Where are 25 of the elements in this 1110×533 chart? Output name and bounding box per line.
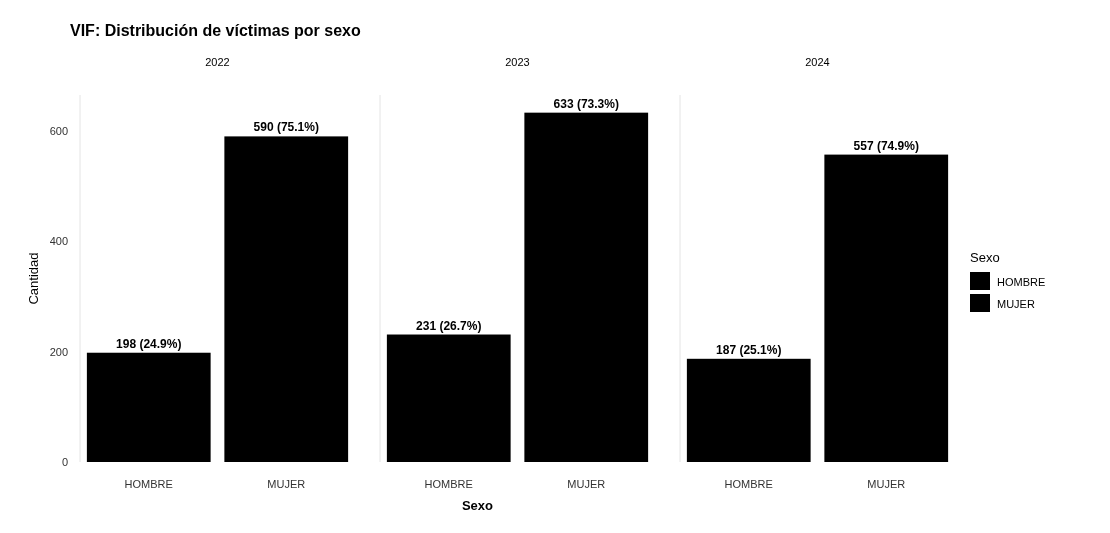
y-tick-label: 600 (49, 124, 68, 137)
x-tick-label: HOMBRE (424, 478, 473, 490)
x-tick-label: MUJER (567, 478, 606, 490)
x-axis-title: Sexo (461, 498, 494, 513)
x-tick-label: HOMBRE (724, 478, 773, 490)
data-label: 557 (74.9%) (853, 138, 919, 153)
x-tick-label: MUJER (867, 478, 906, 490)
chart-title: VIF: Distribución de víctimas por sexo (70, 22, 361, 39)
data-label: 633 (73.3%) (553, 96, 619, 111)
chart-subtitle: 2024 (805, 56, 830, 68)
y-axis-title: Cantidad (26, 252, 41, 305)
chart-subtitle: 2023 (505, 56, 530, 68)
legend-label: MUJER (997, 298, 1035, 310)
y-tick-label: 0 (61, 456, 68, 468)
legend-title: Sexo (970, 250, 1000, 265)
data-label: 590 (75.1%) (253, 120, 319, 135)
x-tick-label: HOMBRE (124, 478, 173, 490)
data-label: 231 (26.7%) (416, 318, 482, 333)
x-tick-label: MUJER (267, 478, 306, 490)
data-label: 187 (25.1%) (716, 342, 782, 357)
chart-subtitle: 2022 (205, 56, 230, 68)
legend-label: HOMBRE (997, 276, 1046, 288)
data-label: 198 (24.9%) (116, 336, 182, 351)
y-tick-label: 400 (49, 235, 68, 248)
y-tick-label: 200 (49, 345, 68, 358)
